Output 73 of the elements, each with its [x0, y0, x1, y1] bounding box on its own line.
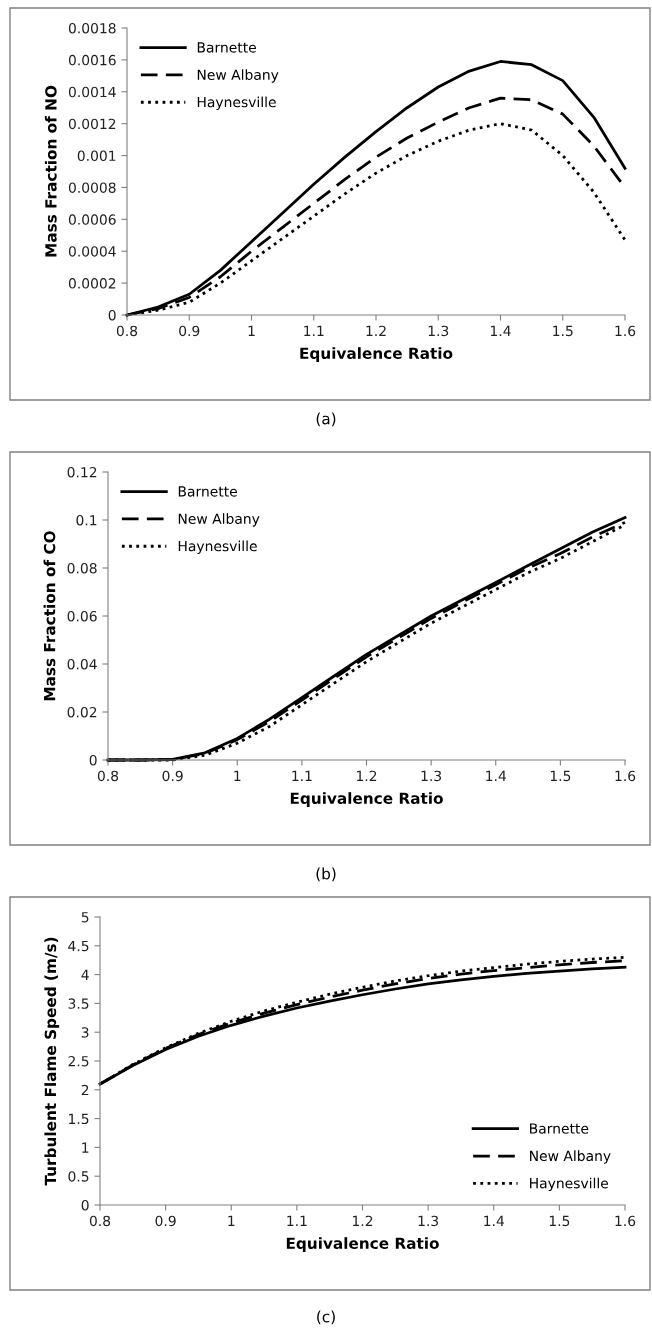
x-tick-label: 0.9 — [162, 770, 183, 782]
legend-label: Haynesville — [197, 96, 276, 110]
y-tick-label: 2.5 — [68, 1055, 89, 1067]
y-tick-label: 1 — [82, 1142, 89, 1153]
x-tick-label: 1.4 — [484, 1215, 505, 1226]
x-tick-label: 1.2 — [366, 325, 386, 336]
x-axis-title: Equivalence Ratio — [290, 792, 443, 807]
x-tick-label: 1.6 — [615, 1215, 636, 1227]
x-tick-label: 0.9 — [155, 1215, 176, 1227]
y-tick-label: 0.1 — [76, 514, 97, 526]
y-axis-title: Turbulent Flame Speed (m/s) — [44, 937, 60, 1186]
legend-label: New Albany — [197, 69, 279, 83]
x-tick-label: 1.4 — [486, 770, 507, 781]
y-tick-label: 0.0016 — [68, 54, 116, 66]
y-tick-label: 0.0018 — [68, 22, 116, 34]
x-tick-label: 1.6 — [615, 770, 636, 782]
x-tick-label: 1.2 — [352, 1215, 373, 1226]
legend-label: Barnette — [530, 1123, 589, 1134]
text: (c) — [317, 1310, 335, 1325]
y-tick-label: 4 — [81, 969, 89, 980]
y-tick-label: 0.0012 — [68, 118, 116, 130]
y-tick-label: 3 — [81, 1027, 89, 1038]
y-tick-label: 0 — [81, 1199, 89, 1211]
x-tick-label: 1.6 — [615, 325, 636, 337]
legend-label: New Albany — [530, 1150, 611, 1164]
x-tick-label: 1.4 — [490, 325, 511, 336]
x-tick-label: 1 — [228, 1215, 235, 1226]
x-tick-label: 1.1 — [287, 1215, 307, 1226]
y-tick-label: 4.5 — [68, 940, 89, 952]
x-axis-title: Equivalence Ratio — [286, 1237, 439, 1252]
x-tick-label: 1.5 — [550, 770, 571, 782]
x-tick-label: 1.1 — [292, 770, 312, 781]
legend-label: New Albany — [178, 513, 260, 527]
x-tick-label: 1.5 — [553, 325, 573, 337]
y-tick-label: 0.08 — [67, 562, 97, 574]
x-tick-label: 1 — [234, 770, 241, 781]
y-tick-label: 0.0004 — [68, 246, 116, 257]
x-tick-label: 0.8 — [97, 770, 119, 782]
y-tick-label: 0.04 — [67, 658, 97, 670]
y-tick-label: 0.0002 — [68, 278, 116, 289]
y-tick-label: 0.0014 — [68, 86, 116, 98]
y-tick-label: 0.001 — [77, 150, 116, 162]
y-axis-title: Mass Fraction of CO — [43, 531, 56, 701]
x-tick-label: 0.8 — [116, 325, 138, 337]
text: (b) — [316, 867, 336, 882]
text: (a) — [316, 412, 336, 427]
x-tick-label: 0.8 — [89, 1215, 111, 1227]
x-tick-label: 1.3 — [418, 1215, 439, 1227]
y-tick-label: 0 — [89, 754, 97, 766]
x-tick-label: 1 — [248, 325, 255, 336]
y-tick-label: 0.06 — [67, 610, 97, 622]
legend-label: Barnette — [178, 486, 237, 497]
y-tick-label: 1.5 — [69, 1113, 89, 1125]
x-tick-label: 1.3 — [421, 770, 442, 782]
y-tick-label: 0.0006 — [68, 214, 116, 225]
x-axis-title: Equivalence Ratio — [300, 347, 453, 362]
y-tick-label: 0.0008 — [68, 182, 116, 193]
y-tick-label: 0.02 — [67, 706, 97, 718]
x-tick-label: 1.2 — [356, 770, 377, 781]
y-tick-label: 2 — [81, 1084, 89, 1096]
legend-label: Haynesville — [178, 540, 257, 554]
y-tick-label: 0 — [108, 309, 116, 321]
y-tick-label: 5 — [81, 912, 89, 923]
x-tick-label: 0.9 — [179, 325, 200, 337]
x-tick-label: 1.5 — [549, 1215, 570, 1227]
legend-label: Haynesville — [530, 1177, 609, 1192]
x-tick-label: 1.1 — [304, 325, 324, 336]
x-tick-label: 1.3 — [428, 325, 449, 337]
legend-label: Barnette — [197, 42, 256, 53]
y-tick-label: 0.12 — [67, 466, 97, 478]
y-tick-label: 3.5 — [68, 998, 89, 1009]
y-tick-label: 0.5 — [68, 1171, 89, 1182]
y-axis-title: Mass Fraction of NO — [44, 85, 57, 257]
